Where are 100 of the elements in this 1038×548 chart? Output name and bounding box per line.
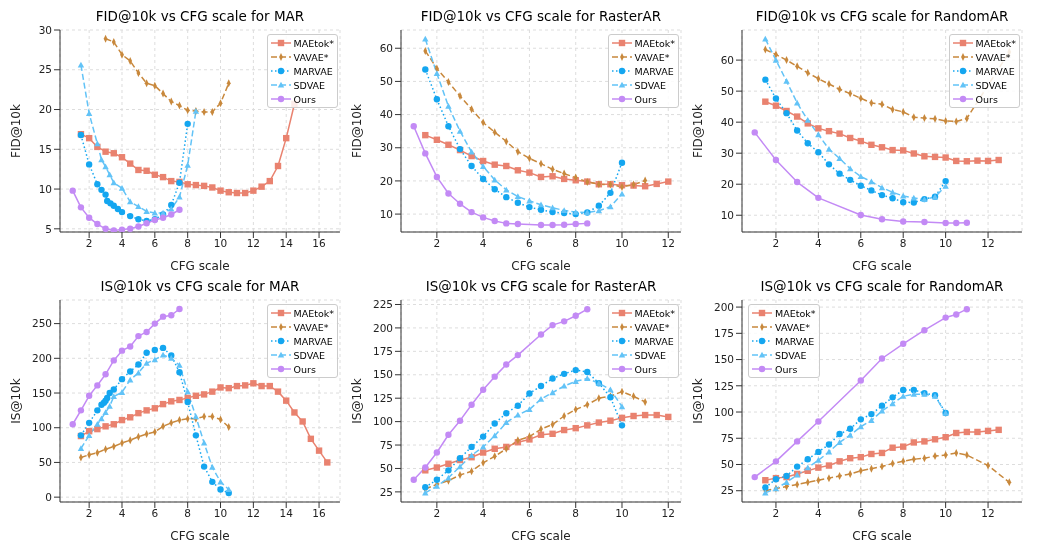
y-tick-label: 50 xyxy=(720,84,734,97)
x-tick-label: 6 xyxy=(526,507,534,520)
y-tick-label: 25 xyxy=(38,63,52,76)
y-tick-label: 150 xyxy=(713,353,734,366)
legend-label: MAEtok* xyxy=(293,37,334,49)
y-tick-label: 40 xyxy=(720,115,734,128)
legend-label: MAEtok* xyxy=(975,37,1016,49)
y-tick-label: 225 xyxy=(372,298,393,311)
legend-label: Ours xyxy=(634,363,657,375)
y-tick-label: 10 xyxy=(379,207,393,220)
x-tick-label: 6 xyxy=(857,237,865,250)
y-tick-label: 30 xyxy=(720,146,734,159)
y-tick-label: 30 xyxy=(379,141,393,154)
legend-label: SDVAE xyxy=(975,79,1008,91)
y-axis-title: FID@10k xyxy=(350,104,365,158)
legend-label: MARVAE xyxy=(634,65,674,77)
x-tick-label: 16 xyxy=(312,507,327,520)
x-tick-label: 6 xyxy=(857,507,865,520)
legend-label: VAVAE* xyxy=(634,321,670,333)
legend-label: SDVAE xyxy=(634,349,667,361)
x-tick-label: 16 xyxy=(312,237,327,250)
y-axis-title: IS@10k xyxy=(9,378,24,424)
x-tick-label: 10 xyxy=(615,507,629,520)
y-tick-label: 20 xyxy=(720,177,734,190)
x-tick-label: 8 xyxy=(899,507,907,520)
x-axis-title: CFG scale xyxy=(852,529,912,543)
x-tick-label: 8 xyxy=(184,237,192,250)
y-tick-label: 175 xyxy=(372,345,393,358)
y-tick-label: 175 xyxy=(713,327,734,340)
x-tick-label: 2 xyxy=(772,507,780,520)
x-tick-label: 10 xyxy=(938,237,953,250)
x-tick-label: 2 xyxy=(433,237,441,250)
legend-label: VAVAE* xyxy=(975,51,1011,63)
legend-label: MARVAE xyxy=(634,335,674,347)
legend-label: MARVAE xyxy=(975,65,1015,77)
legend-label: VAVAE* xyxy=(293,321,329,333)
y-axis-title: IS@10k xyxy=(350,378,365,424)
x-tick-label: 4 xyxy=(815,507,823,520)
y-tick-label: 100 xyxy=(31,421,52,434)
y-tick-label: 75 xyxy=(379,438,393,451)
x-tick-label: 14 xyxy=(279,507,294,520)
x-axis-title: CFG scale xyxy=(170,259,230,273)
chart-title: IS@10k vs CFG scale for MAR xyxy=(99,278,301,294)
y-tick-label: 0 xyxy=(45,490,52,503)
x-tick-label: 2 xyxy=(433,507,441,520)
y-tick-label: 250 xyxy=(31,317,52,330)
y-axis-title: FID@10k xyxy=(9,104,24,158)
x-tick-label: 4 xyxy=(815,237,823,250)
chart-title: IS@10k vs CFG scale for RandomAR xyxy=(759,278,1005,294)
x-tick-label: 4 xyxy=(479,237,487,250)
x-tick-label: 10 xyxy=(213,507,228,520)
y-tick-label: 150 xyxy=(372,368,393,381)
chart-title: FID@10k vs CFG scale for RandomAR xyxy=(754,8,1010,24)
y-tick-label: 5 xyxy=(45,222,52,235)
chart-title: IS@10k vs CFG scale for RasterAR xyxy=(424,278,658,294)
legend-label: Ours xyxy=(775,363,798,375)
y-tick-label: 100 xyxy=(372,415,393,428)
legend-label: Ours xyxy=(293,363,316,375)
x-tick-label: 10 xyxy=(938,507,953,520)
legend-label: MARVAE xyxy=(775,335,815,347)
legend-label: SDVAE xyxy=(293,79,326,91)
y-tick-label: 30 xyxy=(38,23,52,36)
x-tick-label: 6 xyxy=(151,507,159,520)
x-tick-label: 4 xyxy=(118,237,126,250)
y-tick-label: 200 xyxy=(713,300,734,313)
x-tick-label: 2 xyxy=(85,507,93,520)
y-tick-label: 125 xyxy=(372,391,393,404)
legend-label: SDVAE xyxy=(634,79,667,91)
y-axis-title: FID@10k xyxy=(691,104,706,158)
y-tick-label: 25 xyxy=(379,485,393,498)
legend-label: VAVAE* xyxy=(775,321,810,333)
y-tick-label: 50 xyxy=(38,456,52,469)
x-tick-label: 4 xyxy=(118,507,126,520)
x-tick-label: 14 xyxy=(279,237,294,250)
x-tick-label: 12 xyxy=(246,507,261,520)
x-tick-label: 10 xyxy=(615,237,629,250)
legend-label: MAEtok* xyxy=(634,37,675,49)
x-tick-label: 12 xyxy=(981,237,995,250)
legend-label: MARVAE xyxy=(293,335,333,347)
legend-label: MAEtok* xyxy=(293,307,334,319)
legend-label: SDVAE xyxy=(775,349,807,361)
y-tick-label: 25 xyxy=(720,484,734,497)
x-tick-label: 12 xyxy=(661,507,675,520)
y-tick-label: 40 xyxy=(379,108,393,121)
legend-label: Ours xyxy=(634,93,657,105)
x-tick-label: 4 xyxy=(479,507,487,520)
x-tick-label: 2 xyxy=(85,237,93,250)
y-tick-label: 20 xyxy=(38,103,52,116)
legend-label: MAEtok* xyxy=(634,307,675,319)
y-tick-label: 60 xyxy=(720,53,734,66)
x-tick-label: 12 xyxy=(661,237,675,250)
legend-label: MAEtok* xyxy=(775,307,816,319)
y-tick-label: 10 xyxy=(720,208,734,221)
x-tick-label: 8 xyxy=(184,507,192,520)
y-tick-label: 125 xyxy=(713,379,734,392)
x-tick-label: 6 xyxy=(151,237,159,250)
x-tick-label: 12 xyxy=(981,507,995,520)
y-tick-label: 200 xyxy=(31,352,52,365)
x-tick-label: 8 xyxy=(899,237,907,250)
x-axis-title: CFG scale xyxy=(852,259,912,273)
